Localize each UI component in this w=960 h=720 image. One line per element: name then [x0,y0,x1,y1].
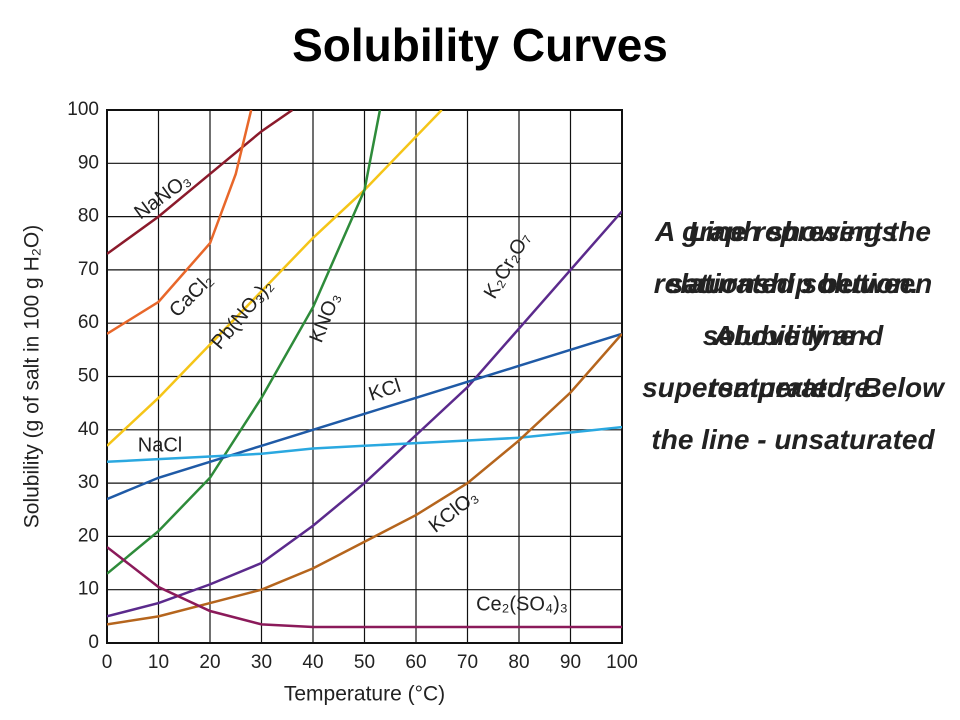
plot-frame [106,109,623,644]
y-tick-label: 70 [78,259,99,280]
plot-area [107,110,622,629]
x-tick-label: 20 [199,652,220,673]
series-label: KClO₃ [425,486,483,538]
x-tick-label: 0 [102,652,113,673]
series-line [107,333,622,626]
x-tick-label: 60 [405,652,426,673]
series-label: KNO₃ [305,290,345,346]
series-line [107,110,382,575]
x-tick-label: 40 [302,652,323,673]
x-axis-label: Temperature (°C) [284,683,445,706]
series-label: K₂Cr₂O₇ [480,229,535,303]
note: A graph showing the relationship between… [653,216,933,403]
y-tick-label: 40 [78,419,99,440]
y-tick-label: 20 [78,525,99,546]
slide-title: Solubility Curves [292,19,668,71]
y-tick-label: 80 [78,206,99,227]
x-tick-label: 90 [560,652,581,673]
x-tick-label: 30 [251,652,272,673]
x-tick-label: 100 [606,652,638,673]
y-tick-label: 100 [67,99,99,120]
series-label: NaNO₃ [130,169,194,224]
series-line [107,210,622,618]
series-line [107,110,443,447]
series-line [107,110,253,335]
series-line [107,546,622,629]
y-axis-label: Solubility (g of salt in 100 g H₂O) [21,225,44,528]
series-label: NaCl [138,434,182,456]
y-tick-label: 30 [78,472,99,493]
x-tick-label: 10 [148,652,169,673]
series-label: KCl [366,375,403,406]
series-line [107,425,622,464]
x-tick-label: 70 [457,652,478,673]
x-tick-label: 50 [354,652,375,673]
x-tick-label: 80 [508,652,529,673]
note: Line represents saturated solution. Abov… [642,216,944,455]
y-tick-label: 0 [88,632,99,653]
y-tick-label: 60 [78,312,99,333]
series-label: Ce₂(SO₄)₃ [476,593,568,615]
series-line [107,110,294,255]
y-tick-label: 50 [78,366,99,387]
series-line [107,332,622,501]
y-tick-label: 10 [78,579,99,600]
series-label: Pb(NO₃)₂ [207,275,278,353]
y-tick-label: 90 [78,152,99,173]
